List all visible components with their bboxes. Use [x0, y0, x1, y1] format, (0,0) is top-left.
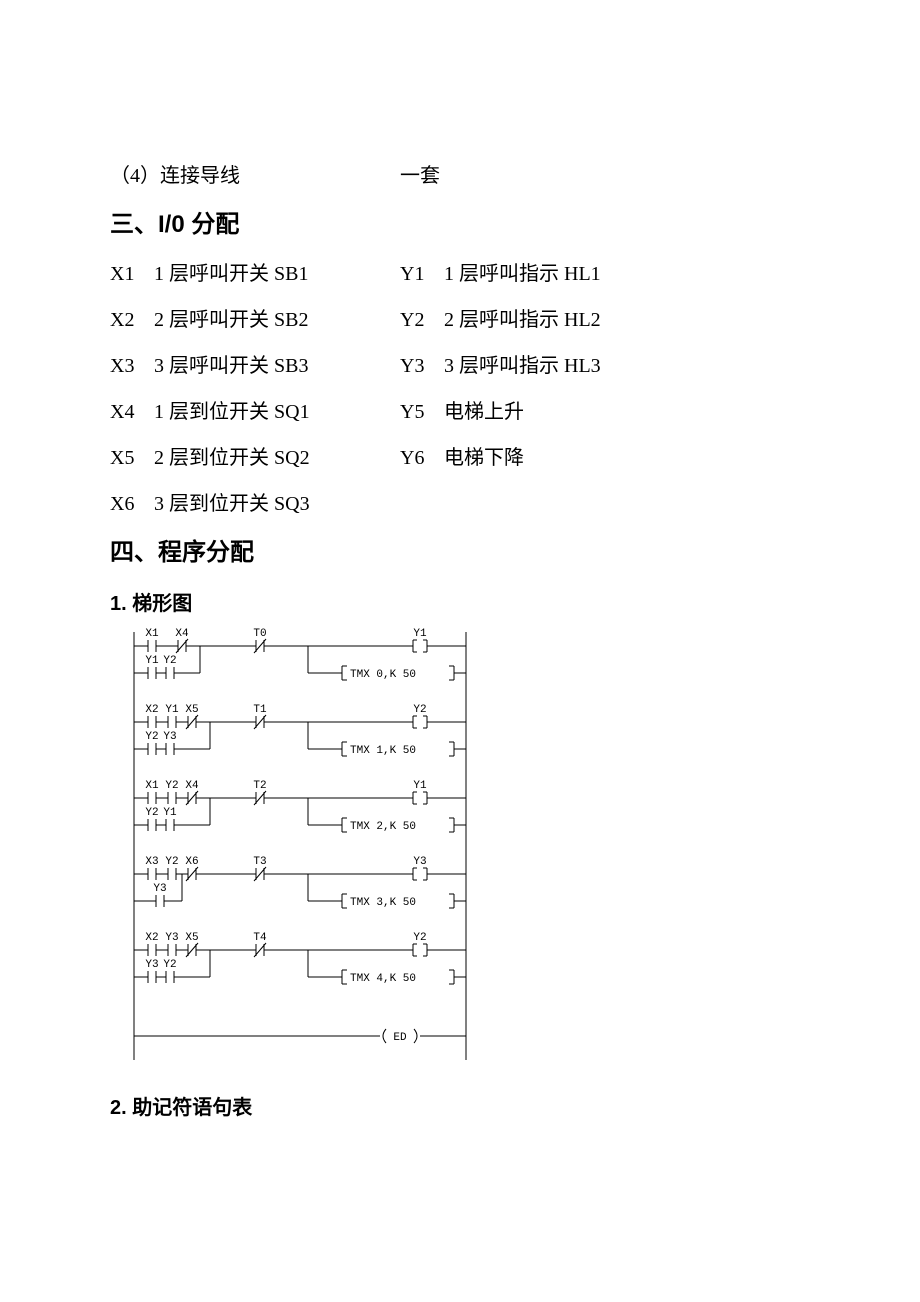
io-output-code: Y3	[400, 350, 444, 382]
io-input-desc: 2 层到位开关 SQ2	[154, 442, 310, 474]
io-row: X33 层呼叫开关 SB3 Y33 层呼叫指示 HL3	[110, 350, 810, 382]
svg-text:Y3: Y3	[145, 959, 158, 971]
svg-text:X2: X2	[145, 932, 158, 944]
section-3-heading: 三、I/0 分配	[110, 206, 810, 244]
io-input-code: X1	[110, 258, 154, 290]
svg-text:TMX 3,K 50: TMX 3,K 50	[350, 897, 416, 909]
io-assignment-table: X11 层呼叫开关 SB1 Y11 层呼叫指示 HL1 X22 层呼叫开关 SB2 Y…	[110, 258, 810, 520]
svg-text:Y1: Y1	[165, 704, 179, 716]
io-input-desc: 1 层呼叫开关 SB1	[154, 258, 308, 290]
svg-text:Y1: Y1	[413, 628, 427, 640]
svg-text:X4: X4	[175, 628, 189, 640]
svg-text:T2: T2	[253, 780, 266, 792]
svg-text:X1: X1	[145, 780, 159, 792]
svg-text:Y2: Y2	[145, 807, 158, 819]
svg-text:X3: X3	[145, 856, 158, 868]
svg-text:T0: T0	[253, 628, 266, 640]
io-row: X11 层呼叫开关 SB1 Y11 层呼叫指示 HL1	[110, 258, 810, 290]
io-input-desc: 3 层到位开关 SQ3	[154, 488, 310, 520]
svg-text:Y2: Y2	[413, 704, 426, 716]
svg-text:Y3: Y3	[153, 883, 166, 895]
svg-text:X6: X6	[185, 856, 198, 868]
io-input-code: X6	[110, 488, 154, 520]
io-output-code: Y5	[400, 396, 444, 428]
svg-text:Y2: Y2	[145, 731, 158, 743]
io-input-desc: 2 层呼叫开关 SB2	[154, 304, 308, 336]
io-output-desc: 电梯下降	[444, 442, 524, 474]
svg-text:T4: T4	[253, 932, 267, 944]
io-output-desc: 2 层呼叫指示 HL2	[444, 304, 601, 336]
io-input-desc: 3 层呼叫开关 SB3	[154, 350, 308, 382]
svg-text:Y2: Y2	[163, 959, 176, 971]
io-input-code: X2	[110, 304, 154, 336]
svg-text:X1: X1	[145, 628, 159, 640]
svg-text:TMX 2,K 50: TMX 2,K 50	[350, 821, 416, 833]
item-4-left: （4）连接导线	[110, 160, 400, 192]
svg-text:T1: T1	[253, 704, 267, 716]
item-4-right: 一套	[400, 160, 440, 192]
svg-text:TMX 1,K 50: TMX 1,K 50	[350, 745, 416, 757]
io-output-desc: 1 层呼叫指示 HL1	[444, 258, 601, 290]
svg-text:X2: X2	[145, 704, 158, 716]
section-4-heading: 四、程序分配	[110, 534, 810, 572]
section-4-sub1: 1. 梯形图	[110, 587, 810, 616]
svg-text:Y1: Y1	[163, 807, 177, 819]
svg-text:Y1: Y1	[413, 780, 427, 792]
io-input-code: X5	[110, 442, 154, 474]
svg-text:Y2: Y2	[165, 780, 178, 792]
svg-text:T3: T3	[253, 856, 266, 868]
io-row: X22 层呼叫开关 SB2 Y22 层呼叫指示 HL2	[110, 304, 810, 336]
io-input-code: X4	[110, 396, 154, 428]
io-output-code: Y2	[400, 304, 444, 336]
section-4-sub2: 2. 助记符语句表	[110, 1091, 810, 1120]
svg-text:TMX 0,K 50: TMX 0,K 50	[350, 669, 416, 681]
svg-text:Y1: Y1	[145, 655, 159, 667]
svg-text:TMX 4,K 50: TMX 4,K 50	[350, 973, 416, 985]
io-row: X41 层到位开关 SQ1 Y5电梯上升	[110, 396, 810, 428]
svg-text:X4: X4	[185, 780, 199, 792]
svg-text:ED: ED	[393, 1032, 407, 1044]
io-input-desc: 1 层到位开关 SQ1	[154, 396, 310, 428]
svg-text:Y2: Y2	[413, 932, 426, 944]
io-output-code: Y1	[400, 258, 444, 290]
ladder-diagram: X1 X4 T0 Y1 Y1 Y2 TMX 0,K 50 X2 Y1 X5 T1 Y2 Y2 Y3 TMX …	[120, 626, 810, 1071]
io-output-desc: 3 层呼叫指示 HL3	[444, 350, 601, 382]
io-output-code: Y6	[400, 442, 444, 474]
io-input-code: X3	[110, 350, 154, 382]
io-output-desc: 电梯上升	[444, 396, 524, 428]
item-4-line: （4）连接导线 一套	[110, 160, 810, 192]
io-row: X63 层到位开关 SQ3	[110, 488, 810, 520]
io-row: X52 层到位开关 SQ2 Y6电梯下降	[110, 442, 810, 474]
svg-text:Y2: Y2	[165, 856, 178, 868]
svg-text:Y3: Y3	[163, 731, 176, 743]
svg-text:X5: X5	[185, 932, 198, 944]
svg-text:Y2: Y2	[163, 655, 176, 667]
svg-text:Y3: Y3	[413, 856, 426, 868]
svg-text:Y3: Y3	[165, 932, 178, 944]
svg-text:X5: X5	[185, 704, 198, 716]
